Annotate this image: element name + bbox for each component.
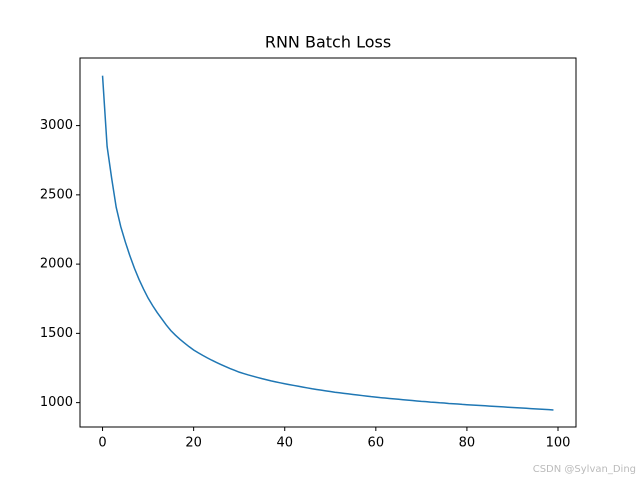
x-tick-label: 100 bbox=[546, 436, 571, 451]
y-tick-label: 3000 bbox=[40, 118, 73, 133]
line bbox=[101, 75, 554, 411]
x-tick-label: 20 bbox=[185, 436, 202, 451]
watermark: CSDN @Sylvan_Ding bbox=[533, 464, 636, 475]
plot-frame bbox=[79, 57, 577, 428]
y-tick-label: 2000 bbox=[40, 257, 73, 272]
chart-title: RNN Batch Loss bbox=[265, 33, 391, 52]
x-tick-label: 60 bbox=[368, 436, 385, 451]
y-tick-label: 1500 bbox=[40, 326, 73, 341]
x-tick-label: 40 bbox=[276, 436, 293, 451]
y-tick-label: 2500 bbox=[40, 187, 73, 202]
y-tick-label: 1000 bbox=[40, 395, 73, 410]
x-tick-label: 80 bbox=[459, 436, 476, 451]
x-tick-label: 0 bbox=[98, 436, 106, 451]
